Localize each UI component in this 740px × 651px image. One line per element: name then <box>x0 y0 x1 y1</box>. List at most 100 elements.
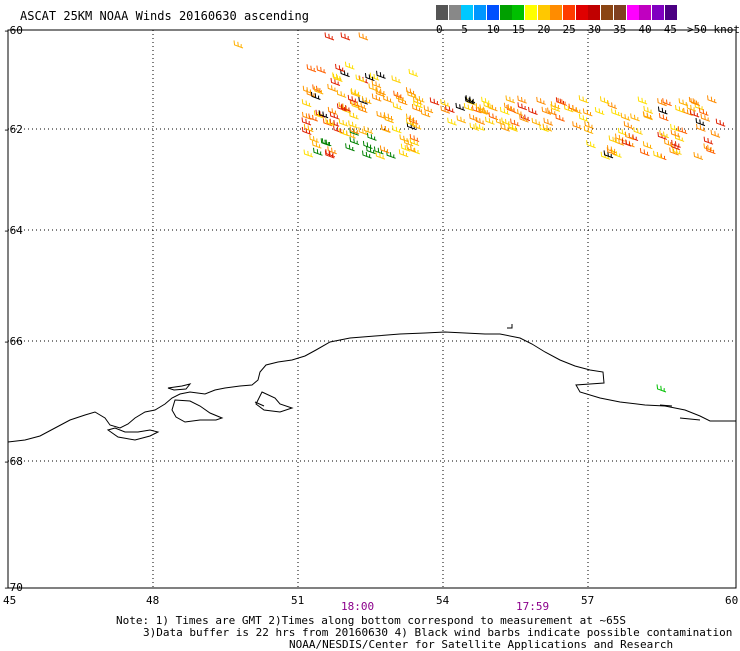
wind-barb <box>643 105 654 114</box>
wind-barb <box>409 137 420 147</box>
lon-label: 60 <box>725 594 739 607</box>
legend-swatch <box>664 5 677 20</box>
legend-swatch <box>601 5 614 20</box>
wind-barb <box>329 111 340 120</box>
wind-barb <box>542 123 553 132</box>
wind-barb <box>670 123 680 132</box>
wind-barb <box>517 95 527 104</box>
legend-swatch <box>524 5 537 20</box>
wind-barb <box>550 103 561 112</box>
wind-barb <box>670 142 680 151</box>
wind-barb <box>578 113 589 122</box>
footnote-line-2: 3)Data buffer is 22 hrs from 20160630 4)… <box>143 626 733 639</box>
wind-barb <box>698 107 709 116</box>
wind-barb <box>371 93 382 102</box>
wind-barb <box>584 121 594 130</box>
legend-swatch <box>537 5 550 20</box>
wind-barb <box>414 94 425 103</box>
wind-barb <box>612 149 622 158</box>
wind-barb <box>332 72 342 81</box>
wind-barb <box>338 128 349 137</box>
wind-barb <box>481 96 491 105</box>
wind-barb <box>355 74 366 83</box>
wind-barb <box>393 90 403 99</box>
legend-swatch <box>499 5 512 20</box>
wind-barbs <box>233 32 726 393</box>
wind-barb <box>656 384 667 393</box>
wind-barb <box>543 117 554 126</box>
wind-barb <box>411 103 422 113</box>
wind-barb <box>630 113 640 122</box>
legend-swatch <box>639 5 652 20</box>
wind-barb <box>608 135 619 144</box>
wind-barb <box>375 151 386 160</box>
wind-barb <box>341 103 351 112</box>
lat-label: -66 <box>3 335 23 348</box>
wind-barb <box>677 126 688 135</box>
wind-barb <box>301 99 312 108</box>
wind-barb <box>321 138 332 147</box>
wind-barb <box>308 113 318 122</box>
legend-tick-label: 0 <box>436 23 443 36</box>
legend-swatch <box>626 5 639 20</box>
lon-label: 57 <box>581 594 595 607</box>
wind-barb <box>413 100 423 109</box>
legend-tick-label: >50 knots <box>687 23 740 36</box>
wind-barb <box>611 108 621 117</box>
legend-tick-label: 35 <box>613 23 627 36</box>
wind-barb <box>364 72 375 82</box>
wind-barb <box>311 140 322 149</box>
wind-barb <box>578 95 589 104</box>
wind-barb <box>409 133 420 143</box>
wind-barb <box>398 149 409 158</box>
lat-label: -68 <box>3 455 23 468</box>
wind-barb <box>391 125 402 134</box>
legend-swatch <box>448 5 461 20</box>
wind-barb <box>376 110 386 120</box>
wind-barb <box>382 94 393 103</box>
wind-barb <box>345 143 355 152</box>
legend-swatch <box>563 5 575 20</box>
wind-barb <box>324 32 335 41</box>
wind-barb <box>670 129 681 138</box>
wind-barb <box>420 109 431 118</box>
wind-barb <box>555 113 565 122</box>
legend-tick-label: 25 <box>562 23 576 36</box>
wind-barb <box>639 148 650 157</box>
wind-barb <box>379 145 390 154</box>
wind-barb <box>303 124 314 133</box>
wind-barb <box>302 85 313 94</box>
legend-tick-label: 5 <box>461 23 468 36</box>
wind-barb <box>519 114 529 123</box>
wind-barb <box>456 115 467 124</box>
plot-frame <box>7 29 737 589</box>
wind-barb <box>633 126 643 135</box>
wind-barb <box>508 123 518 132</box>
wind-barb <box>659 130 669 139</box>
wind-barb <box>700 113 711 122</box>
wind-barb <box>336 103 347 112</box>
wind-barb <box>663 138 674 147</box>
legend-swatch <box>474 5 487 20</box>
wind-barb <box>303 149 314 158</box>
wind-barb <box>366 132 377 141</box>
wind-barb <box>362 140 373 149</box>
wind-barb <box>350 88 361 97</box>
wind-barb <box>371 80 382 89</box>
lat-label: -62 <box>3 123 23 136</box>
wind-barb <box>469 122 480 131</box>
wind-barb <box>531 117 542 126</box>
legend-swatch <box>550 5 563 20</box>
wind-barb <box>572 105 582 114</box>
wind-barb <box>349 126 360 135</box>
wind-barb <box>705 146 716 155</box>
wind-barb <box>469 113 479 122</box>
wind-barb <box>329 118 340 127</box>
wind-barb <box>690 98 701 107</box>
wind-barb <box>653 150 663 159</box>
legend-swatch <box>613 5 626 20</box>
time-label: 17:59 <box>516 600 550 613</box>
wind-barb <box>583 125 594 135</box>
graticule <box>8 30 736 588</box>
wind-barb <box>703 136 714 145</box>
